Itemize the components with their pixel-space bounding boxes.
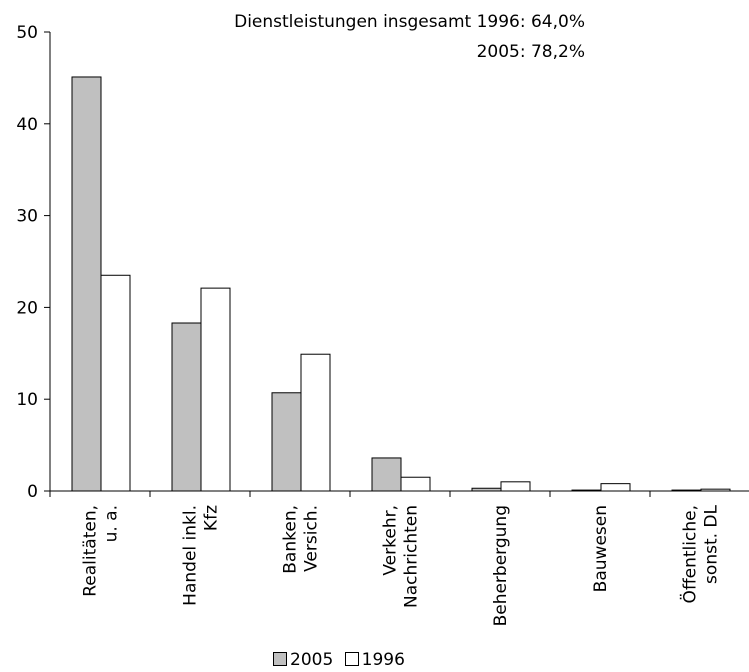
legend: 2005 1996 [273,650,411,670]
x-category-label: Handel inkl. [181,505,201,606]
bar-2005-1 [171,322,202,492]
bar-1996-5 [600,483,631,492]
legend-swatch-1996 [344,652,359,666]
y-tick-label: 20 [16,298,38,318]
bar-1996-4 [500,481,531,492]
x-category-label: u. a. [102,505,122,542]
x-category-label: Beherbergung [491,505,511,626]
bar-2005-3 [371,457,402,492]
annotation-total-2005: 2005: 78,2% [476,42,585,62]
bar-2005-2 [271,392,302,492]
bar-2005-0 [71,76,102,492]
bar-1996-3 [400,476,431,492]
x-category-label: Bauwesen [591,505,611,592]
legend-item-2005: 2005 [273,650,333,670]
bar-1996-0 [100,274,131,492]
legend-swatch-2005 [273,652,287,666]
x-category-label: sonst. DL [702,504,722,583]
bar-2005-5 [571,489,602,492]
x-category-label: Öffentliche, [679,505,701,603]
x-category-label: Realitäten, [81,505,101,597]
legend-item-1996: 1996 [344,650,405,670]
bar-2005-6 [671,489,702,492]
y-tick-label: 50 [16,23,38,43]
x-category-label: Banken, [281,505,301,574]
bar-1996-6 [700,488,731,492]
y-tick-label: 30 [16,207,38,227]
x-category-label: Nachrichten [402,505,422,608]
y-tick-label: 40 [16,115,38,135]
bar-1996-2 [300,353,331,492]
y-tick-label: 0 [27,482,38,502]
bar-2005-4 [471,487,502,492]
x-category-label: Versich. [302,505,322,572]
y-tick-label: 10 [16,390,38,410]
x-category-label: Verkehr, [381,505,401,576]
legend-label-2005: 2005 [290,650,334,670]
annotation-total-1996: Dienstleistungen insgesamt 1996: 64,0% [234,12,585,32]
legend-label-1996: 1996 [361,650,405,670]
bar-1996-1 [200,287,231,492]
x-category-label: Kfz [202,505,222,531]
